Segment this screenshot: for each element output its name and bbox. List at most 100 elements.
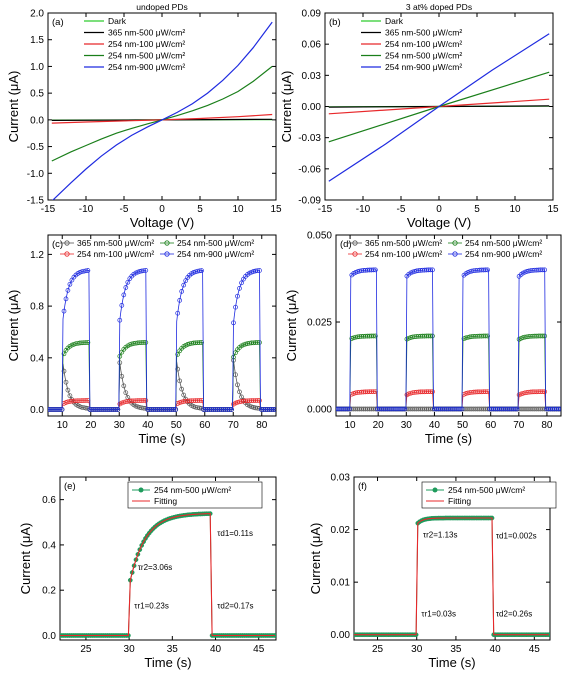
panel-b: -15 -10 -5 0 5 10 15 -0.09 -0.06 -0.03 0.00 0.03 0.0… bbox=[279, 2, 559, 230]
data-point bbox=[457, 406, 463, 412]
y-tick-label: 0.050 bbox=[307, 231, 332, 242]
legend-label: 365 nm-500 μW/cm² bbox=[385, 28, 462, 38]
series-line-2 bbox=[51, 113, 273, 124]
data-point bbox=[61, 308, 67, 314]
y-tick-label: 0.0 bbox=[42, 631, 56, 642]
y-tick-label: 0.8 bbox=[30, 302, 44, 313]
data-point bbox=[540, 389, 546, 395]
y-tick-label: 1.2 bbox=[30, 250, 44, 261]
series-line-fit bbox=[354, 517, 549, 636]
series-line-3 bbox=[336, 269, 561, 410]
y-tick-label: 0.02 bbox=[331, 525, 351, 536]
data-point bbox=[177, 298, 183, 303]
y-tick-label: 0.0 bbox=[30, 115, 44, 126]
data-point bbox=[273, 407, 276, 412]
data-point bbox=[400, 406, 406, 412]
data-point bbox=[257, 268, 262, 273]
legend-label: 365 nm-500 μW/cm² bbox=[77, 238, 154, 248]
y-tick-label: 0.5 bbox=[30, 89, 44, 100]
legend-marker bbox=[164, 240, 170, 246]
panel-letter: (b) bbox=[329, 17, 341, 28]
data-point bbox=[485, 333, 490, 339]
data-point bbox=[430, 389, 435, 395]
data-point bbox=[371, 267, 376, 273]
data-point bbox=[67, 393, 73, 399]
data-point bbox=[542, 333, 548, 339]
chart-title: 3 at% doped PDs bbox=[406, 2, 472, 12]
data-point bbox=[428, 267, 433, 273]
y-tick-label: 0.4 bbox=[30, 353, 44, 364]
data-point bbox=[255, 340, 260, 345]
legend-marker bbox=[138, 487, 144, 493]
x-tick-label: -5 bbox=[120, 204, 129, 215]
data-point bbox=[428, 333, 433, 339]
data-point bbox=[123, 390, 129, 396]
legend-label: Fitting bbox=[154, 496, 177, 506]
data-point bbox=[347, 406, 353, 412]
data-point bbox=[483, 333, 488, 339]
x-tick-label: 40 bbox=[490, 644, 502, 655]
data-point bbox=[143, 268, 149, 273]
x-tick-label: -10 bbox=[79, 204, 94, 215]
y-tick-label: -1.5 bbox=[27, 196, 45, 207]
data-point bbox=[191, 270, 196, 275]
x-tick-label: 60 bbox=[199, 420, 211, 431]
legend-label: 254 nm-500 μW/cm² bbox=[154, 485, 231, 495]
y-tick-label: -0.09 bbox=[298, 196, 321, 207]
panel-letter: (d) bbox=[340, 239, 352, 250]
annotation-label: τd2=0.17s bbox=[217, 601, 253, 610]
annotation-label: τr2=1.13s bbox=[423, 530, 458, 539]
data-point bbox=[239, 394, 244, 400]
x-tick-label: 35 bbox=[450, 644, 462, 655]
legend-marker bbox=[352, 251, 358, 257]
data-point bbox=[83, 398, 89, 403]
legend-label: 254 nm-900 μW/cm² bbox=[465, 249, 542, 259]
legend-label: 365 nm-500 μW/cm² bbox=[108, 28, 185, 38]
data-point bbox=[257, 398, 262, 403]
x-axis-label: Time (s) bbox=[144, 655, 191, 670]
annotation-label: τr2=3.06s bbox=[138, 563, 173, 572]
data-point bbox=[141, 340, 147, 345]
x-tick-label: 30 bbox=[401, 420, 413, 431]
legend-label: 254 nm-100 μW/cm² bbox=[385, 39, 462, 49]
panel-letter: (f) bbox=[358, 481, 367, 492]
data-point bbox=[85, 340, 91, 345]
legend-box bbox=[127, 481, 263, 509]
annotation-label: τd1=0.11s bbox=[217, 529, 253, 538]
x-tick-label: 45 bbox=[253, 644, 265, 655]
x-tick-label: 60 bbox=[485, 420, 497, 431]
data-point bbox=[257, 340, 262, 345]
x-tick-label: 0 bbox=[159, 204, 165, 215]
data-point bbox=[119, 303, 125, 308]
data-point bbox=[237, 286, 242, 291]
data-point bbox=[255, 398, 260, 403]
y-tick-label: 0.03 bbox=[331, 473, 351, 484]
legend-label: 254 nm-100 μW/cm² bbox=[77, 249, 154, 259]
data-point bbox=[125, 279, 131, 285]
data-point bbox=[255, 268, 260, 274]
data-point bbox=[175, 352, 181, 357]
legend-label: 254 nm-100 μW/cm² bbox=[365, 249, 442, 259]
x-tick-label: 35 bbox=[167, 644, 179, 655]
data-point bbox=[117, 317, 123, 323]
data-point bbox=[83, 268, 89, 274]
chart-title: undoped PDs bbox=[136, 2, 188, 12]
legend-label: 254 nm-500 μW/cm² bbox=[385, 51, 462, 61]
data-point bbox=[197, 340, 202, 345]
legend-label: 365 nm-500 μW/cm² bbox=[365, 238, 442, 248]
data-point bbox=[542, 267, 548, 273]
data-point bbox=[83, 405, 89, 411]
x-tick-label: -10 bbox=[356, 204, 371, 215]
data-point bbox=[57, 407, 63, 412]
legend-label: 254 nm-900 μW/cm² bbox=[108, 62, 185, 72]
plot-area bbox=[48, 268, 276, 412]
data-point bbox=[483, 389, 488, 395]
x-tick-label: 50 bbox=[171, 420, 183, 431]
data-point bbox=[255, 405, 260, 411]
x-tick-label: 0 bbox=[436, 204, 442, 215]
legend-marker bbox=[452, 251, 458, 257]
x-tick-label: 15 bbox=[547, 204, 559, 215]
x-tick-label: 70 bbox=[513, 420, 525, 431]
data-point bbox=[67, 281, 73, 287]
y-tick-label: 0.025 bbox=[307, 318, 332, 329]
